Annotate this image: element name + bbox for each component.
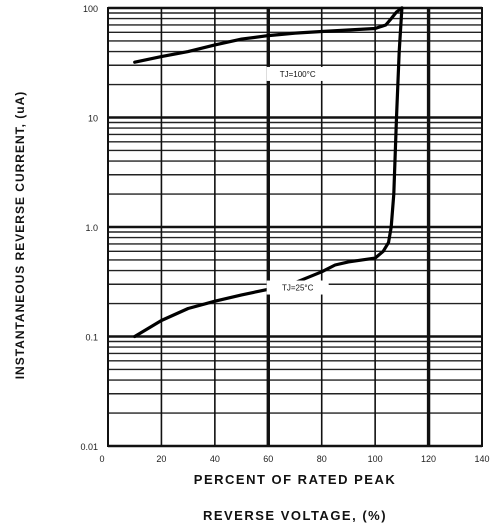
series-layer — [133, 6, 404, 339]
series-line-tj-100c — [133, 6, 404, 64]
x-tick-label: 20 — [156, 454, 166, 464]
x-axis-label-line-1: PERCENT OF RATED PEAK — [193, 472, 397, 487]
y-axis-label: INSTANTANEOUS REVERSE CURRENT, (uA) — [13, 91, 27, 380]
y-tick-label: 0.01 — [80, 442, 98, 452]
series-line-tj-25c — [133, 6, 404, 339]
x-tick-label: 120 — [421, 454, 436, 464]
x-tick-label: 140 — [474, 454, 489, 464]
minor-gridlines — [108, 12, 482, 414]
x-tick-label: 100 — [368, 454, 383, 464]
x-tick-label: 80 — [317, 454, 327, 464]
x-tick-label: 40 — [210, 454, 220, 464]
x-tick-label: 60 — [263, 454, 273, 464]
annotation-label-1: TJ=25°C — [282, 284, 314, 293]
x-tick-labels: 0 20 40 60 80 100 120 140 — [99, 454, 489, 464]
y-tick-label: 10 — [88, 114, 98, 124]
y-tick-label: 1.0 — [85, 223, 98, 233]
x-tick-label: 0 — [99, 454, 104, 464]
annotation-background — [266, 66, 329, 81]
plot-frame — [107, 7, 483, 447]
annotation-label-0: TJ=100°C — [280, 70, 316, 79]
annotation-layer: TJ=100°C TJ=25°C — [266, 66, 329, 295]
x-axis-label-line-2: REVERSE VOLTAGE, (%) — [202, 508, 388, 523]
y-tick-label: 100 — [83, 4, 98, 14]
y-tick-label: 0.1 — [85, 333, 98, 343]
y-tick-labels: 0.01 0.1 1.0 10 100 — [80, 4, 98, 452]
annotation-background — [266, 280, 329, 295]
